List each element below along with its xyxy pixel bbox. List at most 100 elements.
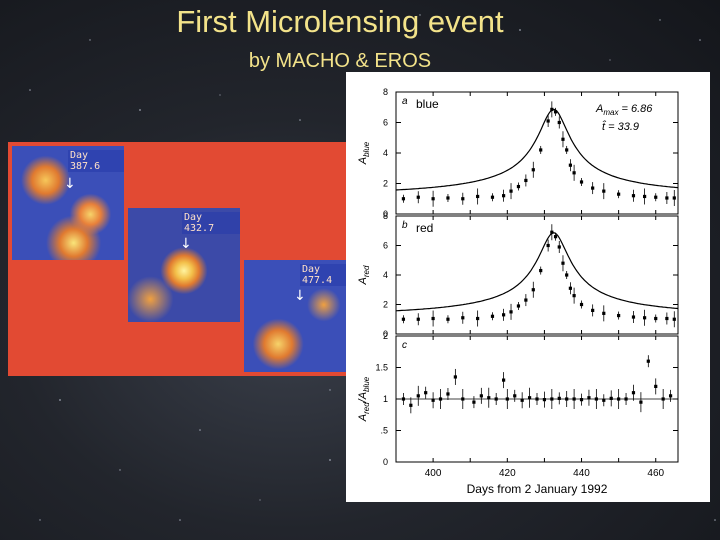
- data-point: [516, 304, 521, 308]
- data-point: [602, 189, 606, 193]
- y-tick-label: 8: [383, 87, 388, 97]
- data-point: [539, 148, 543, 152]
- data-point: [453, 375, 457, 379]
- data-point: [431, 398, 435, 402]
- data-point: [401, 317, 406, 321]
- data-point: [631, 315, 636, 319]
- data-point: [476, 194, 480, 199]
- slide-title: First Microlensing event: [176, 4, 504, 39]
- fit-curve: [395, 108, 679, 191]
- panel-label: a: [402, 96, 408, 107]
- data-point: [487, 396, 491, 400]
- data-point: [661, 397, 665, 401]
- data-point: [509, 310, 513, 314]
- data-point: [531, 168, 535, 172]
- data-point: [546, 119, 550, 123]
- y-tick-label: 4: [383, 148, 388, 158]
- x-tick-label: 440: [573, 468, 590, 479]
- data-point: [565, 273, 569, 277]
- data-point: [524, 178, 528, 183]
- data-point: [643, 316, 647, 320]
- data-point: [591, 186, 595, 190]
- data-point: [502, 313, 506, 317]
- data-point: [668, 394, 673, 398]
- series-name: blue: [416, 97, 439, 111]
- data-point: [520, 398, 524, 402]
- data-point: [461, 397, 465, 401]
- day-label-3: Day 477.4: [300, 264, 358, 286]
- y-tick-label: 1.5: [375, 363, 388, 373]
- data-point: [446, 392, 450, 396]
- data-point: [617, 397, 621, 401]
- data-point: [568, 163, 572, 167]
- data-point: [438, 397, 443, 401]
- day-label-1: Day 387.6: [68, 150, 124, 172]
- y-tick-label: 2: [383, 331, 388, 341]
- data-point: [639, 400, 643, 404]
- y-tick-label: 0: [383, 457, 388, 467]
- data-point: [631, 391, 636, 395]
- data-point: [490, 195, 495, 199]
- data-point: [416, 317, 420, 321]
- data-point: [553, 235, 558, 239]
- data-point: [565, 397, 569, 401]
- data-point: [479, 394, 483, 398]
- data-point: [654, 195, 658, 199]
- data-point: [665, 196, 669, 200]
- x-tick-label: 460: [647, 468, 664, 479]
- arrow-icon: ↓: [180, 236, 192, 252]
- annotation-amax: Amax = 6.86: [595, 103, 653, 117]
- data-point: [461, 316, 465, 320]
- data-point: [416, 394, 420, 398]
- data-point: [531, 288, 535, 292]
- data-point: [672, 196, 676, 200]
- data-point: [509, 189, 513, 193]
- data-point: [665, 316, 669, 321]
- y-axis-label: Ablue: [357, 141, 371, 165]
- data-point: [446, 317, 450, 321]
- panel-label: c: [402, 340, 407, 351]
- data-point: [609, 396, 613, 400]
- data-point: [513, 394, 517, 398]
- data-point: [579, 398, 584, 402]
- data-point: [550, 397, 554, 401]
- data-point: [591, 308, 595, 312]
- y-tick-label: 2: [383, 179, 388, 189]
- data-point: [516, 184, 521, 189]
- x-axis-label: Days from 2 January 1992: [467, 482, 608, 496]
- data-point: [553, 110, 558, 114]
- data-point: [557, 120, 561, 125]
- data-point: [561, 137, 565, 141]
- arrow-icon: ↓: [294, 288, 306, 304]
- panel-label: b: [402, 220, 408, 231]
- y-tick-label: 2: [383, 300, 388, 310]
- image-frame-2: Day 432.7 ↓: [128, 208, 240, 322]
- data-point: [643, 194, 647, 199]
- data-point: [624, 397, 628, 401]
- data-point: [431, 316, 435, 321]
- data-point: [572, 397, 576, 401]
- image-frame-1: Day 387.6 ↓: [12, 146, 124, 260]
- data-point: [409, 403, 413, 407]
- data-point: [557, 396, 561, 400]
- data-point: [550, 230, 554, 234]
- data-point: [579, 180, 584, 184]
- y-tick-label: .5: [380, 426, 388, 436]
- data-point: [587, 396, 591, 400]
- slide-subtitle: by MACHO & EROS: [248, 50, 432, 72]
- panel-frame-b: [395, 215, 679, 335]
- x-tick-label: 400: [425, 468, 442, 479]
- y-tick-label: 1: [383, 394, 388, 404]
- day-label-2: Day 432.7: [182, 212, 240, 234]
- annotation-that: t̂ = 33.9: [602, 119, 639, 133]
- y-axis-label: Ared/Ablue: [357, 376, 371, 422]
- y-tick-label: 0: [383, 209, 388, 219]
- data-point: [602, 398, 606, 402]
- y-tick-label: 6: [383, 118, 388, 128]
- y-tick-label: 4: [383, 270, 388, 280]
- data-point: [401, 397, 406, 401]
- data-point: [617, 192, 621, 196]
- data-point: [550, 107, 554, 111]
- light-curve-figure: 0 2 4 6 8 a blue Ablue 0 2 4 6 8 b red Ared 0.5 1 1.5 2 c Are…: [346, 72, 710, 502]
